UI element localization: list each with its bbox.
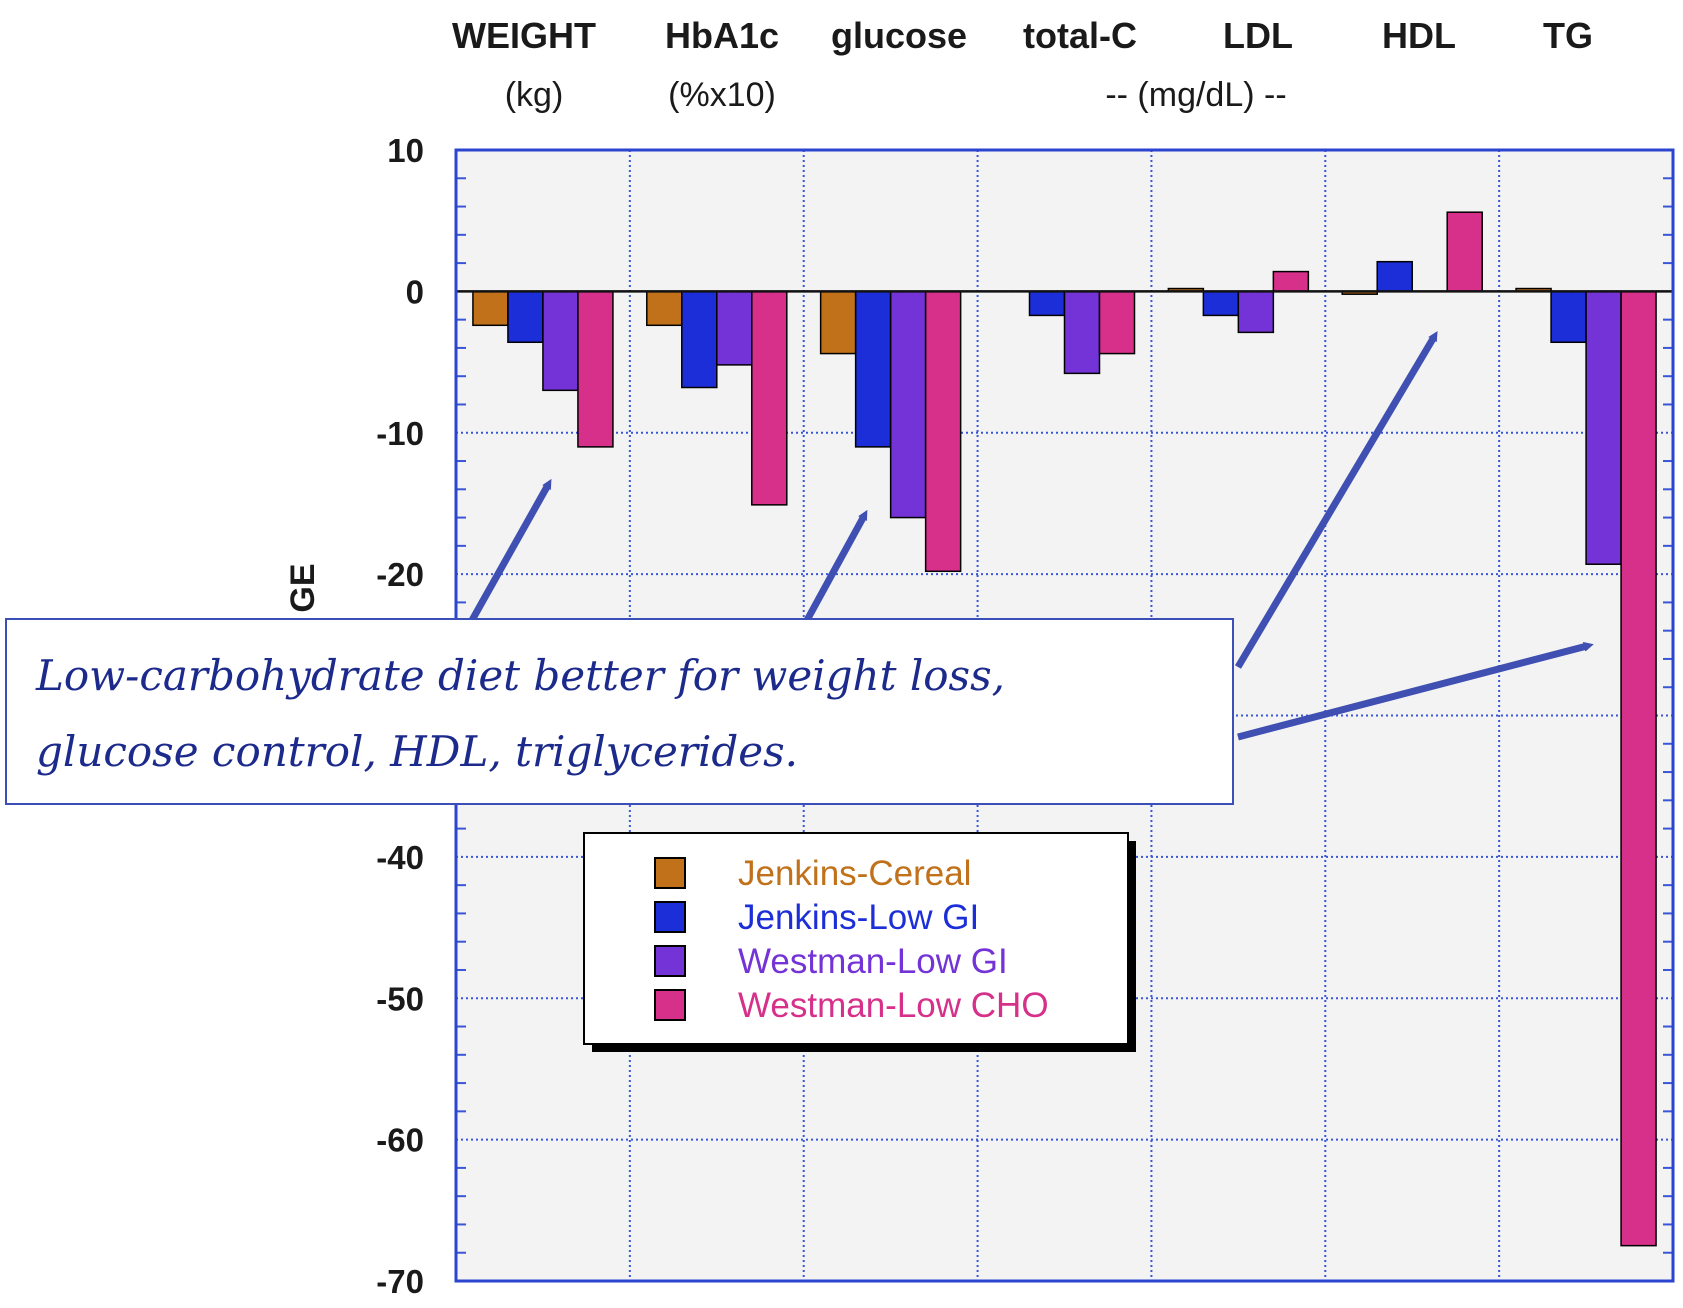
y-tick-label: -20 [376, 556, 424, 593]
bar [1620, 290, 1657, 1247]
unit-labels: (kg) (%x10) -- (mg/dL) -- [505, 76, 1287, 114]
category-label: total-C [1023, 15, 1137, 56]
bar [854, 290, 892, 448]
unit-label-weight: (kg) [505, 76, 564, 114]
bar [751, 290, 788, 506]
bars [472, 211, 1657, 1247]
bar [1585, 290, 1622, 565]
legend-swatch [654, 989, 686, 1021]
y-tick-label: -50 [376, 980, 424, 1017]
unit-label-mgdl: -- (mg/dL) -- [1105, 76, 1286, 114]
y-tick-label: -60 [376, 1122, 424, 1159]
bar [1550, 290, 1587, 344]
y-tick-label: -10 [376, 415, 424, 452]
bar [577, 290, 614, 448]
legend-swatch [654, 857, 686, 889]
category-label: TG [1543, 15, 1593, 56]
bar [507, 290, 544, 344]
bar [1098, 290, 1136, 355]
annotation-line-1: Low-carbohydrate diet better for weight … [35, 651, 1005, 700]
y-tick-labels: 10 0 -10 -20 -40 -50 -60 -70 [376, 132, 424, 1300]
bar [1028, 290, 1066, 317]
y-tick-label: 10 [387, 132, 424, 169]
category-label: LDL [1223, 15, 1293, 56]
y-tick-label: 0 [406, 273, 424, 310]
legend-label: Jenkins-Cereal [738, 854, 971, 893]
category-label: glucose [831, 15, 967, 56]
bar [1446, 211, 1483, 293]
category-label: WEIGHT [452, 15, 596, 56]
legend: Jenkins-Cereal Jenkins-Low GI Westman-Low … [583, 832, 1136, 1052]
bar [1376, 260, 1413, 293]
y-axis-label-fragment: GE [284, 563, 322, 612]
bar [1063, 290, 1101, 375]
bar [889, 290, 927, 519]
bar [542, 290, 579, 392]
arrow-to-glucose [802, 509, 868, 624]
unit-label-hba1c: (%x10) [668, 76, 776, 114]
bar [1202, 290, 1240, 317]
arrow-to-weight [467, 478, 552, 624]
y-tick-label: -40 [376, 839, 424, 876]
bar [716, 290, 753, 366]
legend-swatch [654, 945, 686, 977]
bar [1237, 290, 1275, 334]
bar [646, 290, 683, 327]
legend-label: Westman-Low CHO [738, 986, 1049, 1025]
bar [472, 290, 509, 327]
legend-label: Jenkins-Low GI [738, 898, 979, 937]
bar [1272, 270, 1310, 293]
category-label: HbA1c [665, 15, 779, 56]
bar [819, 290, 857, 355]
category-labels: WEIGHT HbA1c glucose total-C LDL HDL TG [452, 15, 1593, 56]
category-label: HDL [1382, 15, 1456, 56]
annotation-line-2: glucose control, HDL, triglycerides. [36, 727, 798, 776]
legend-label: Westman-Low GI [738, 942, 1008, 981]
bar [681, 290, 718, 389]
bar [924, 290, 962, 573]
annotation-callout: Low-carbohydrate diet better for weight … [5, 618, 1234, 805]
arrow-to-hdl [1234, 330, 1438, 669]
annotation-arrows [467, 330, 1594, 741]
arrow-to-tg [1237, 641, 1594, 741]
legend-swatch [654, 901, 686, 933]
y-tick-label: -70 [376, 1263, 424, 1300]
annotation-box [5, 618, 1234, 805]
